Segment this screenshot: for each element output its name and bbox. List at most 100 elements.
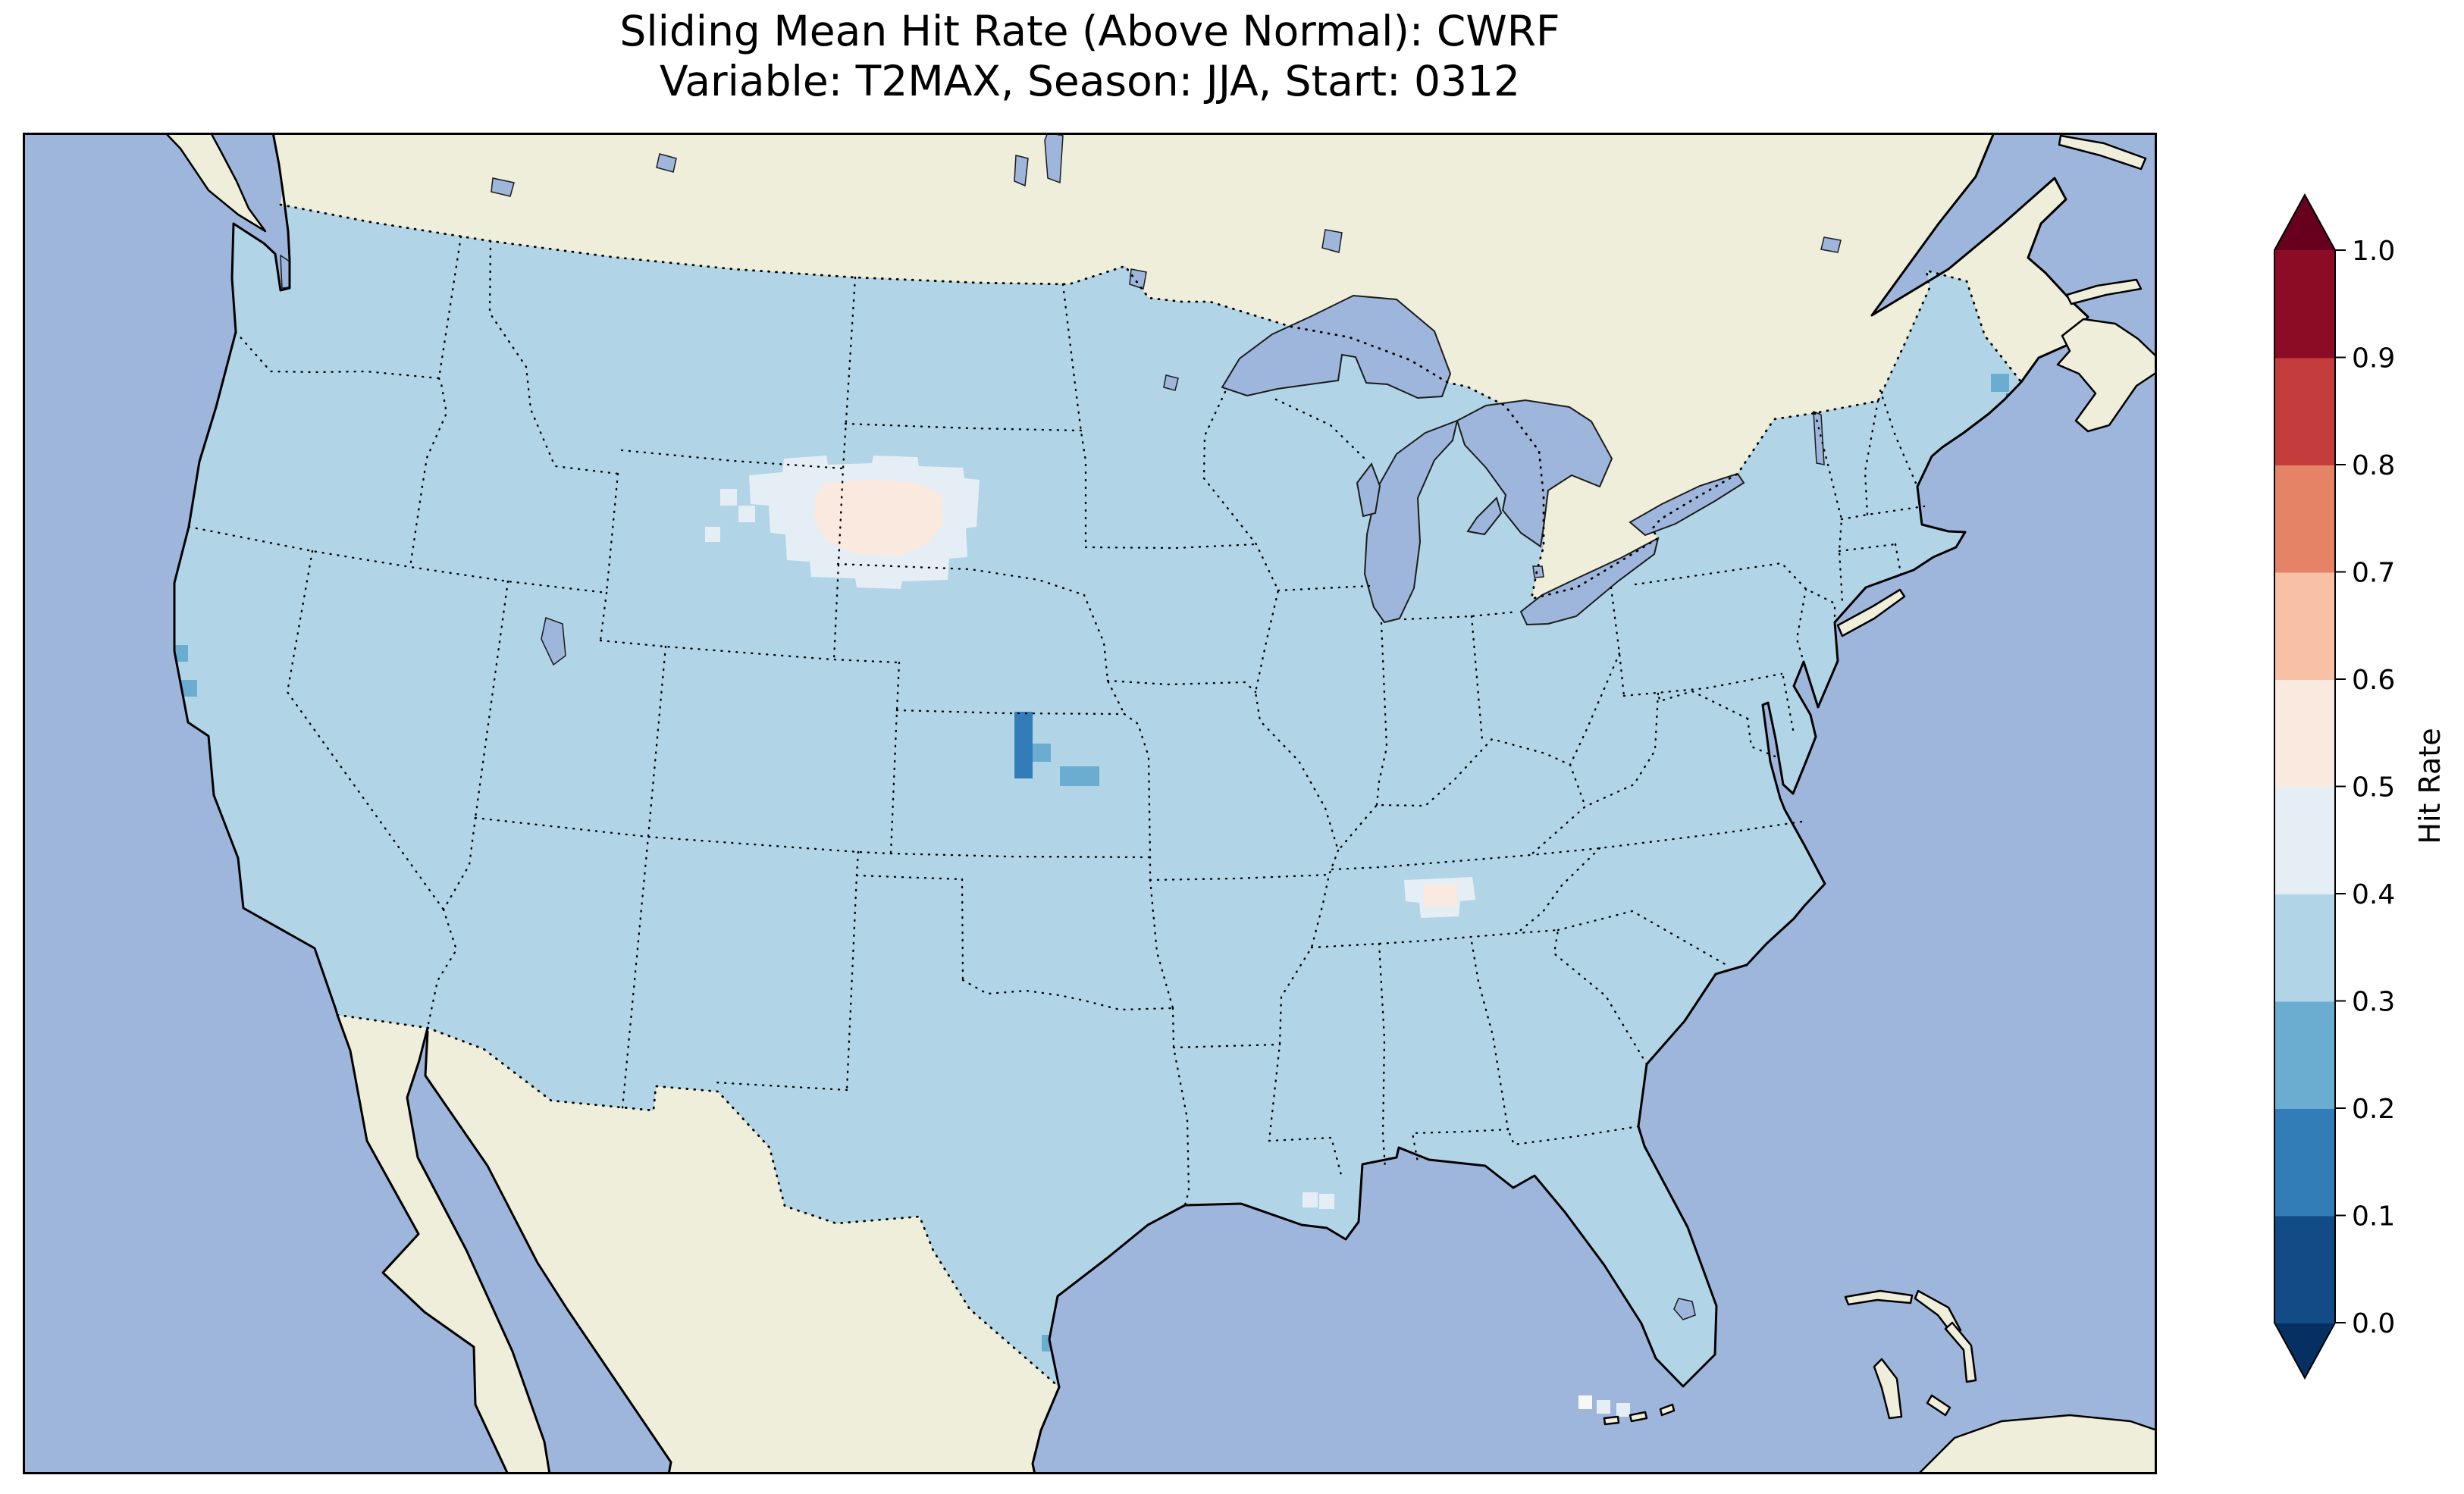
hit-rate-cell	[174, 645, 188, 662]
conus-hit-rate-map	[23, 133, 2157, 1474]
mexico-gulf-coastline	[1031, 1386, 1061, 1474]
lake-champlain	[1813, 410, 1825, 465]
nova-scotia	[2056, 318, 2157, 433]
hit-rate-cell	[814, 480, 943, 556]
colorbar-axis-label: Hit Rate	[2413, 728, 2447, 844]
baja-coastline	[336, 1013, 509, 1474]
hit-rate-cell	[1060, 766, 1099, 786]
colorbar-tick-label: 0.3	[2352, 987, 2395, 1018]
colorbar-ticks	[2335, 249, 2346, 1323]
colorbar-segment	[2274, 1001, 2335, 1109]
land-canada	[273, 133, 2088, 599]
great-lakes	[1221, 294, 1745, 626]
hit-rate-patches	[174, 374, 2021, 1351]
small-lakes	[280, 133, 1842, 1320]
baja-california	[337, 1015, 550, 1474]
colorbar-extend-over	[2274, 195, 2335, 250]
canada-lake	[656, 153, 677, 173]
us-gulf-atlantic-coastline	[1048, 381, 2023, 1389]
vancouver-island	[164, 133, 267, 233]
colorbar-extend-under	[2274, 1323, 2335, 1378]
colorbar-segment	[2274, 1215, 2335, 1323]
colorbar-segment	[2274, 894, 2335, 1002]
prince-edward-island	[2065, 278, 2143, 305]
colorbar-tick-label: 0.4	[2352, 879, 2395, 910]
hit-rate-cell	[1303, 1192, 1318, 1207]
andros	[1873, 1358, 1903, 1420]
canada-lake	[491, 177, 515, 197]
hit-rate-cell	[1578, 1395, 1592, 1409]
land-mexico	[337, 1015, 1059, 1474]
puget-sound	[280, 254, 290, 289]
colorbar-segment	[2274, 679, 2335, 788]
hit-rate-cell	[720, 489, 737, 506]
lake-manitoba	[1014, 155, 1029, 187]
hit-rate-cell	[705, 527, 720, 542]
grand-bahama	[1844, 1289, 1914, 1306]
lac-st-jean	[1820, 236, 1842, 253]
pacific-coastline	[173, 133, 339, 1016]
map-frame	[23, 133, 2157, 1474]
colorbar-segments	[2274, 195, 2335, 1378]
lake-nipigon	[1321, 229, 1343, 253]
colorbar-tick-label: 0.9	[2352, 343, 2395, 374]
us-mexico-border	[336, 1013, 1061, 1389]
hit-rate-cell	[738, 506, 755, 522]
anticosti-island	[2058, 134, 2147, 171]
lake-of-the-woods	[1129, 268, 1147, 290]
islands-atlantic	[1603, 134, 2157, 1474]
national-borders	[279, 203, 2023, 1389]
colorbar-tick-labels: 1.0 0.9 0.8 0.7 0.6 0.5 0.4 0.3 0.2 0.1 0.0	[2352, 236, 2395, 1339]
mille-lacs-lake	[1163, 374, 1179, 391]
lake-okeechobee	[1673, 1298, 1696, 1320]
lake-superior	[1221, 294, 1452, 399]
colorbar-tick-label: 0.2	[2352, 1094, 2395, 1125]
colorbar-tick-label: 0.6	[2352, 665, 2395, 696]
colorbar: 1.0 0.9 0.8 0.7 0.6 0.5 0.4 0.3 0.2 0.1 0.0 Hit Ra…	[2267, 193, 2456, 1383]
colorbar-svg: 1.0 0.9 0.8 0.7 0.6 0.5 0.4 0.3 0.2 0.1 0.0 Hit Ra…	[2274, 193, 2447, 1380]
hit-rate-cell	[1033, 744, 1051, 762]
green-bay	[1356, 462, 1381, 518]
hit-rate-cell	[1319, 1194, 1334, 1209]
bahama-cay	[1926, 1394, 1951, 1417]
colorbar-segment	[2274, 250, 2335, 359]
hit-rate-cell	[1991, 374, 2009, 392]
hit-rate-cell	[1597, 1400, 1610, 1414]
chart-title-line2: Variable: T2MAX, Season: JJA, Start: 031…	[659, 57, 1521, 105]
colorbar-segment	[2274, 357, 2335, 465]
eleuthera	[1944, 1321, 1977, 1383]
florida-keys	[1659, 1403, 1676, 1417]
saginaw-bay	[1466, 496, 1503, 536]
colorbar-tick-label: 1.0	[2352, 236, 2395, 267]
long-island	[1836, 588, 1906, 637]
lake-huron	[1456, 399, 1613, 548]
colorbar-tick-label: 0.8	[2352, 450, 2395, 481]
great-salt-lake	[541, 617, 566, 666]
state-borders	[187, 235, 1926, 1207]
colorbar-tick-label: 0.5	[2352, 772, 2395, 803]
us-canada-border	[279, 203, 2023, 600]
cuba	[1917, 1414, 2157, 1474]
lake-ontario	[1629, 472, 1745, 537]
colorbar-segment	[2274, 572, 2335, 680]
mexico-mainland-west-coastline	[424, 1030, 672, 1474]
hit-rate-cell	[1424, 885, 1457, 906]
colorbar-segment	[2274, 786, 2335, 894]
colorbar-tick-label: 0.0	[2352, 1308, 2395, 1339]
colorbar-segment	[2274, 465, 2335, 573]
lake-st-clair	[1532, 565, 1544, 578]
map-axes	[23, 133, 2157, 1474]
colorbar-tick-label: 0.7	[2352, 558, 2395, 589]
lake-michigan	[1363, 419, 1459, 624]
hit-rate-cell	[180, 680, 197, 697]
hit-rate-cell	[1014, 712, 1033, 778]
lake-winnipeg	[1044, 133, 1064, 184]
florida-keys	[1603, 1415, 1620, 1426]
florida-keys	[1629, 1411, 1648, 1423]
colorbar-segment	[2274, 1108, 2335, 1217]
gulf-of-california-coastline	[406, 1026, 551, 1474]
keys-hit-rate-cells	[1578, 1395, 1630, 1417]
hit-rate-cell	[1616, 1403, 1630, 1417]
colorbar-tick-label: 0.1	[2352, 1201, 2395, 1232]
chart-title-line1: Sliding Mean Hit Rate (Above Normal): CW…	[619, 7, 1560, 55]
